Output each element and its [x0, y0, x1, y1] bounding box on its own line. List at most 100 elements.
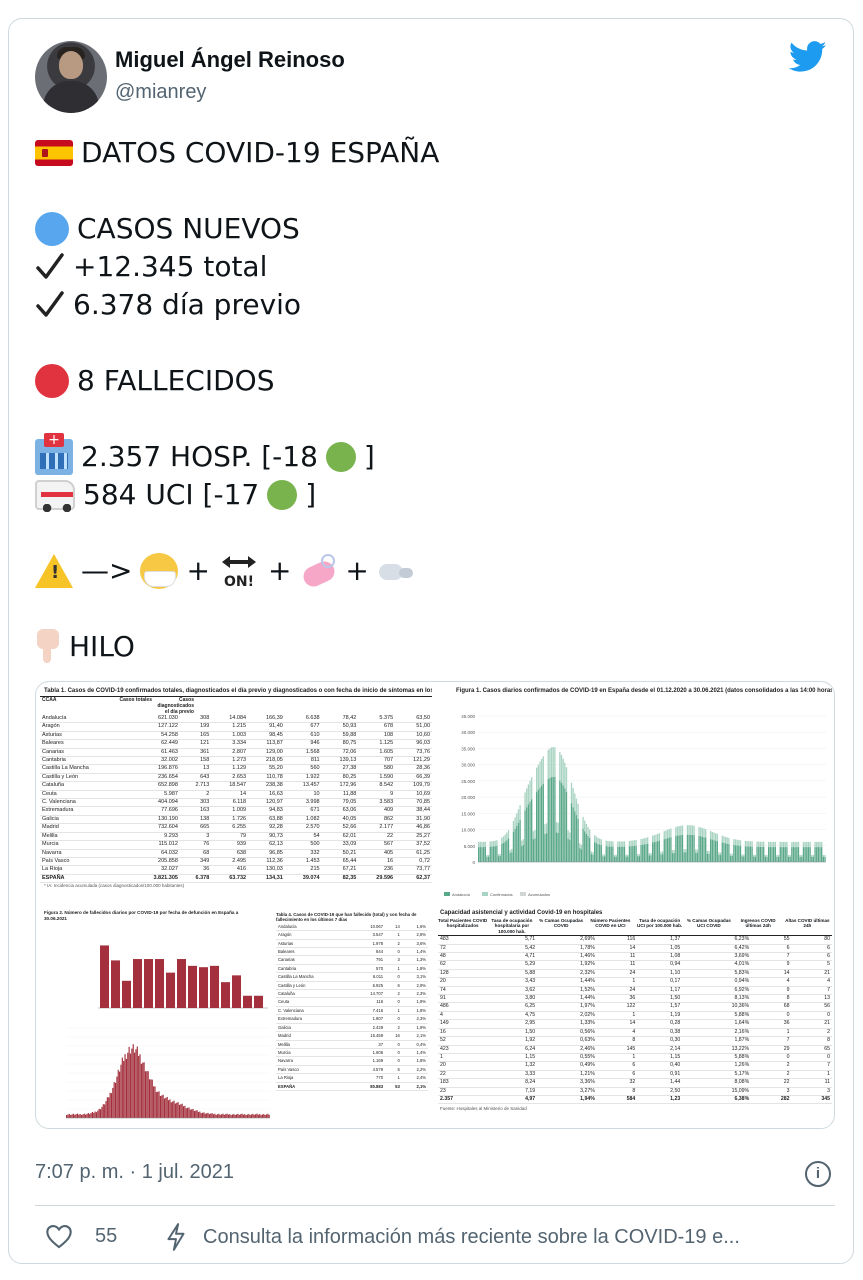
image-deaths-charts[interactable]: Figura 2. Número de fallecidos diarios p…	[40, 908, 432, 1126]
tweet-timestamp[interactable]: 7:07 p. m. · 1 jul. 2021	[35, 1161, 235, 1183]
table-cell: 215	[284, 865, 322, 875]
table-row: 91 3,80 1,44% 36 1,50 8,13% 8 13	[438, 994, 832, 1004]
table-row: 23 7,19 3,27% 8 2,50 15,09% 3 3	[438, 1087, 832, 1096]
bar-top	[743, 854, 745, 857]
bar	[261, 1114, 263, 1118]
y-tick-label: 35.000	[461, 746, 475, 751]
table-cell: 0,94%	[682, 977, 752, 987]
bar	[647, 843, 649, 862]
table-cell: 5,83%	[682, 969, 752, 979]
table-row: C. Valenciana 404.094 303 6.118 120,97 3.998 7…	[40, 798, 432, 808]
bar	[656, 841, 659, 862]
attached-images[interactable]: Tabla 1. Casos de COVID-19 confirmados t…	[35, 681, 835, 1129]
bar-top	[749, 841, 752, 847]
table-cell: 18.547	[211, 781, 249, 791]
author-handle[interactable]: @mianrey	[115, 81, 207, 103]
bar-top	[607, 840, 609, 847]
bar	[580, 849, 583, 862]
bar	[534, 838, 536, 862]
table-cell: 61.463	[129, 748, 180, 758]
bar-top	[653, 835, 655, 843]
like-button[interactable]: 55	[45, 1223, 117, 1249]
bar	[821, 847, 823, 862]
bar	[819, 847, 821, 862]
y-tick-label: 45.000	[461, 714, 475, 719]
bar	[668, 837, 670, 862]
bar	[738, 845, 740, 862]
table-cell: C. Valenciana	[276, 1006, 353, 1016]
bar-top	[733, 839, 735, 846]
table-cell: 2,3%	[401, 1014, 428, 1024]
table-cell: 4,75	[492, 1011, 538, 1021]
bar	[215, 1114, 217, 1118]
info-icon[interactable]: i	[805, 1161, 831, 1187]
bar	[101, 1106, 103, 1118]
bar	[102, 1104, 104, 1118]
bar	[560, 782, 563, 862]
image-table-cases[interactable]: Tabla 1. Casos de COVID-19 confirmados t…	[40, 686, 432, 904]
bar	[640, 845, 642, 862]
table-cell: 0	[385, 997, 402, 1007]
table-cell: 2,69%	[537, 936, 597, 945]
table-cell: 0	[385, 1014, 402, 1024]
bar	[195, 1110, 197, 1118]
bar-top	[758, 841, 760, 847]
image-hospital-table[interactable]: Capacidad asistencial y actividad Covid-…	[438, 908, 832, 1126]
covid-info-link[interactable]: Consulta la información más reciente sob…	[165, 1223, 740, 1251]
bar	[675, 836, 677, 862]
table-cell: 16,63	[248, 790, 285, 800]
table-cell: 65,44	[321, 857, 359, 867]
bar-top	[705, 829, 707, 838]
bar	[802, 847, 805, 862]
bar-top	[741, 854, 743, 857]
bar-top	[540, 758, 543, 786]
table-cell: 32	[596, 1078, 638, 1088]
bar	[731, 855, 733, 862]
bar-top	[711, 831, 713, 840]
bar	[784, 847, 786, 862]
table-cell: 63,06	[321, 806, 359, 816]
table1-header: Casos diagnosticados el día previo	[157, 697, 194, 715]
table-row: Murcia 1.606 0 1,4%	[276, 1048, 428, 1058]
table-cell: 53	[385, 1081, 402, 1091]
bar	[766, 856, 768, 862]
uci-line: 584 UCI [-17	[83, 478, 260, 511]
bar-top	[559, 752, 561, 781]
bar-top	[542, 756, 544, 784]
avatar[interactable]	[35, 41, 107, 113]
bar-top	[502, 836, 505, 843]
bar	[794, 847, 796, 862]
table-cell: País Vasco	[40, 857, 130, 867]
bar	[607, 846, 609, 862]
table-cell: 80.883	[352, 1081, 386, 1091]
bar	[256, 1113, 258, 1118]
author-name[interactable]: Miguel Ángel Reinoso	[115, 47, 345, 72]
check-mark-icon	[36, 291, 64, 317]
image-daily-cases-chart[interactable]: Figura 1. Casos diarios confirmados de C…	[438, 686, 832, 904]
bar	[559, 780, 561, 862]
twitter-bird-icon[interactable]	[789, 41, 827, 73]
table-row: 128 5,88 2,32% 24 1,10 5,83% 14 21	[438, 969, 832, 979]
bar	[147, 1071, 149, 1118]
hosp-header: Total Pacientes COVID hospitalizados	[438, 918, 488, 929]
hosp-footnote: Fuente: Hospitales al Ministerio de Sani…	[440, 1106, 527, 1112]
table-cell: 8	[791, 1036, 832, 1046]
table-row: Cantabria 570 1 1,8%	[276, 964, 428, 974]
bar-top	[782, 841, 785, 848]
bar-top	[482, 841, 485, 848]
bar-top	[640, 839, 642, 846]
bar-top	[792, 841, 795, 848]
table-cell: 138	[179, 815, 212, 825]
bar	[191, 1109, 193, 1118]
table-cell: 6	[385, 981, 402, 991]
table-cell: 1,17	[637, 986, 683, 996]
bar-top	[777, 854, 780, 857]
table-cell: 0,63%	[537, 1036, 597, 1046]
daily-cases-chart: 45.000 40.000 35.000 30.000 25.000 20.000 15.0…	[444, 714, 826, 897]
table-cell: 52,66	[321, 823, 359, 833]
bar	[108, 1097, 110, 1118]
heart-icon[interactable]	[45, 1223, 73, 1249]
bar	[67, 1114, 69, 1118]
table-cell: 14	[385, 922, 402, 932]
table-cell: 677	[284, 722, 322, 732]
